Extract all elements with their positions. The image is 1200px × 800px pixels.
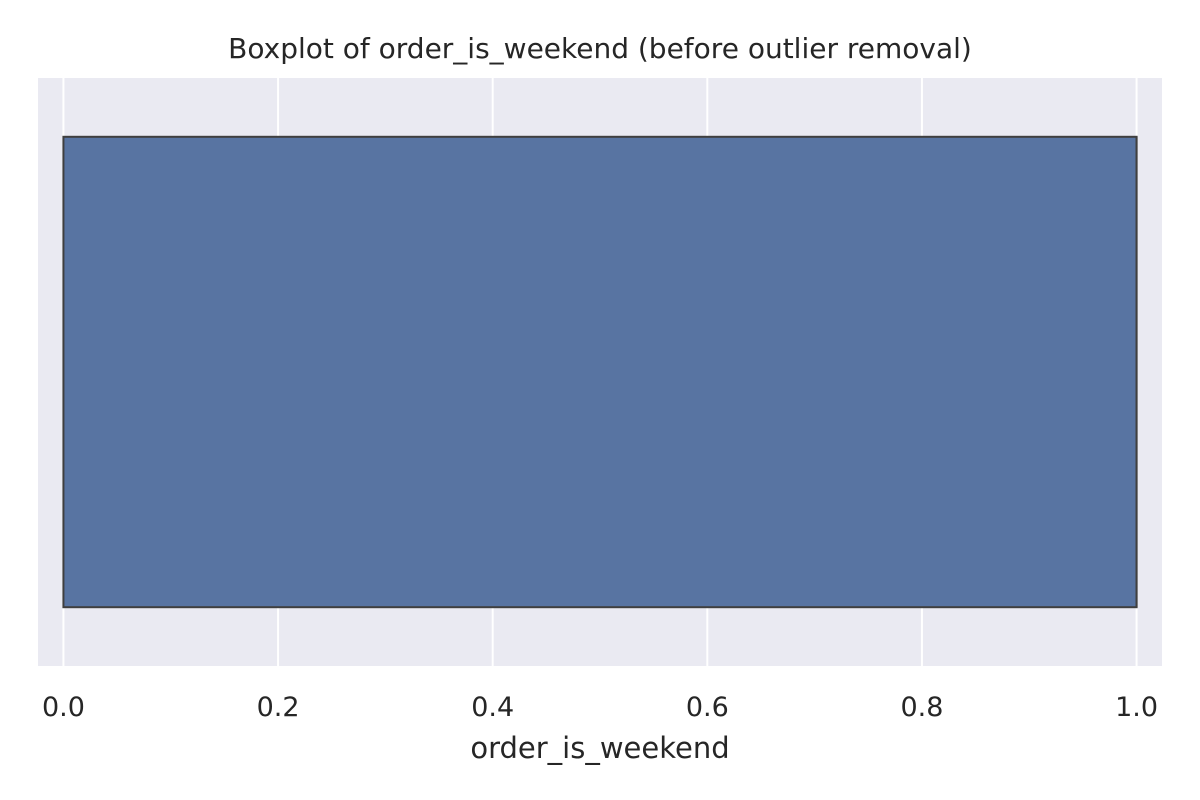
x-tick-label: 0.4 [471,692,514,723]
chart-title: Boxplot of order_is_weekend (before outl… [228,32,972,65]
x-tick-label: 1.0 [1115,692,1158,723]
x-axis-label: order_is_weekend [470,731,729,765]
x-tick-label: 0.6 [686,692,729,723]
x-tick-label: 0.8 [900,692,943,723]
x-tick-label: 0.2 [257,692,300,723]
x-tick-labels: 0.0 0.2 0.4 0.6 0.8 1.0 [42,692,1158,723]
box-layer [62,135,1138,609]
box-iqr [62,135,1138,609]
x-tick-label: 0.0 [42,692,85,723]
